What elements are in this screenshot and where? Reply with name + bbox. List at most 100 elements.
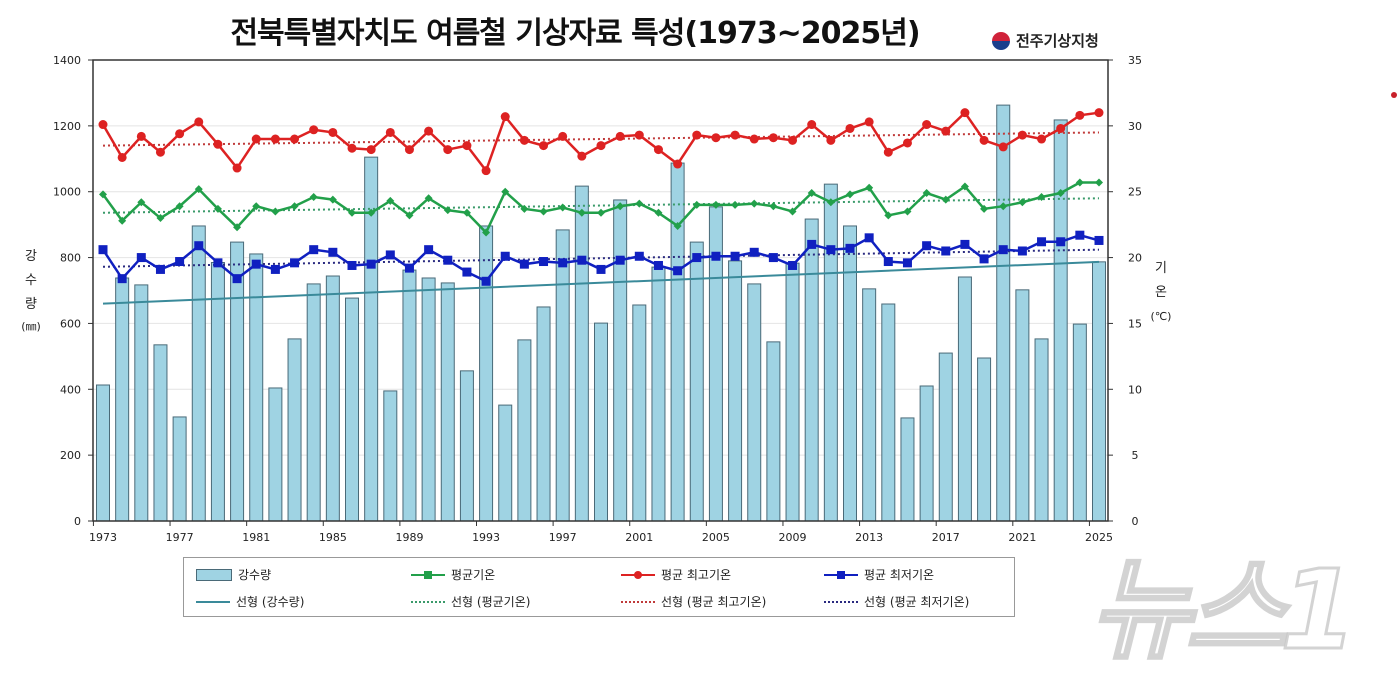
- point-2015: [902, 138, 912, 148]
- point-1996: [539, 257, 549, 267]
- point-2005: [711, 251, 721, 261]
- bar-2002: [651, 266, 666, 522]
- x-tick-label: 2009: [779, 531, 807, 544]
- point-1999: [596, 264, 606, 274]
- point-1983: [290, 202, 299, 211]
- source-label: 전주기상지청: [1016, 32, 1099, 50]
- point-1980: [232, 163, 242, 173]
- trendline: [102, 260, 1100, 305]
- point-2014: [883, 257, 893, 267]
- point-2021: [1018, 198, 1027, 207]
- point-1987: [366, 145, 376, 155]
- bar-1983: [287, 338, 302, 522]
- point-2012: [845, 243, 855, 253]
- y-tick-label-right: 25: [1128, 186, 1142, 199]
- legend-label: 선형 (평균기온): [451, 595, 531, 609]
- point-2006: [730, 130, 740, 140]
- bar-1985: [325, 275, 340, 522]
- bar-1975: [134, 284, 149, 522]
- bar-1992: [459, 370, 474, 522]
- y-tick-label-left: 1400: [53, 54, 81, 67]
- y-tick-label-left: 600: [60, 317, 81, 330]
- bar-1988: [383, 390, 398, 522]
- bar-2017: [938, 352, 953, 522]
- bar-2020: [996, 104, 1011, 522]
- y-tick-label-left: 200: [60, 449, 81, 462]
- point-1974: [117, 274, 127, 284]
- x-tick-label: 1989: [395, 531, 423, 544]
- point-1988: [385, 127, 395, 137]
- point-2010: [807, 120, 817, 130]
- point-2007: [749, 247, 759, 257]
- point-1984: [309, 125, 319, 135]
- point-2011: [826, 198, 835, 207]
- point-2018: [960, 182, 969, 191]
- bar-2000: [613, 199, 628, 522]
- y-tick-label-right: 30: [1128, 120, 1142, 133]
- point-2017: [941, 195, 950, 204]
- point-1994: [500, 112, 510, 122]
- bar-1996: [536, 306, 551, 522]
- point-1985: [328, 195, 337, 204]
- point-1988: [385, 250, 395, 260]
- point-2015: [903, 207, 912, 216]
- point-1995: [519, 259, 529, 269]
- point-1982: [271, 207, 280, 216]
- red-dot-marker: [1391, 92, 1397, 98]
- point-2024: [1075, 230, 1085, 240]
- legend-swatch: [196, 600, 230, 603]
- y-tick-label-right: 35: [1128, 54, 1142, 67]
- point-1976: [155, 264, 165, 274]
- point-1999: [596, 141, 606, 151]
- bar-2011: [823, 183, 838, 522]
- point-1977: [175, 257, 185, 267]
- bar-2013: [862, 288, 877, 522]
- point-2009: [788, 135, 798, 145]
- point-2004: [692, 200, 701, 209]
- point-1980: [232, 274, 242, 284]
- legend-label: 평균 최저기온: [864, 568, 935, 582]
- point-1987: [367, 208, 376, 217]
- source-agency: 전주기상지청: [992, 30, 1099, 51]
- point-2014: [883, 147, 893, 157]
- point-2023: [1056, 237, 1066, 247]
- point-1997: [558, 131, 568, 141]
- point-1985: [328, 247, 338, 257]
- x-tick-label: 1997: [549, 531, 577, 544]
- bar-2014: [881, 303, 896, 522]
- point-1995: [520, 204, 529, 213]
- point-2000: [615, 255, 625, 265]
- bar-1978: [191, 225, 206, 522]
- point-2000: [616, 202, 625, 211]
- y-tick-label-right: 5: [1132, 449, 1139, 462]
- legend-item: 선형 (평균 최저기온): [824, 593, 969, 610]
- point-1982: [270, 134, 280, 144]
- point-2020: [998, 142, 1008, 152]
- point-1978: [194, 117, 204, 127]
- bar-2023: [1053, 119, 1068, 522]
- point-2000: [615, 131, 625, 141]
- point-2001: [635, 199, 644, 208]
- point-2001: [634, 130, 644, 140]
- legend-label: 강수량: [238, 568, 272, 582]
- legend-label: 선형 (평균 최고기온): [661, 595, 767, 609]
- chart-plot: 0200400600800100012001400051015202530351…: [21, 54, 1171, 544]
- y-axis-label-left: 량: [25, 297, 37, 312]
- point-2001: [634, 251, 644, 261]
- bar-2024: [1072, 323, 1087, 522]
- bar-2001: [632, 304, 647, 522]
- point-2007: [749, 134, 759, 144]
- point-2008: [768, 133, 778, 143]
- legend-swatch: [411, 600, 445, 603]
- x-tick-label: 1981: [242, 531, 270, 544]
- point-2025: [1094, 235, 1104, 245]
- point-2005: [711, 200, 720, 209]
- point-2020: [998, 245, 1008, 255]
- bar-2007: [747, 283, 762, 522]
- y-tick-label-left: 400: [60, 383, 81, 396]
- x-tick-label: 2005: [702, 531, 730, 544]
- bar-1991: [440, 282, 455, 522]
- point-1983: [290, 258, 300, 268]
- point-1981: [251, 134, 261, 144]
- legend-swatch: [196, 568, 232, 581]
